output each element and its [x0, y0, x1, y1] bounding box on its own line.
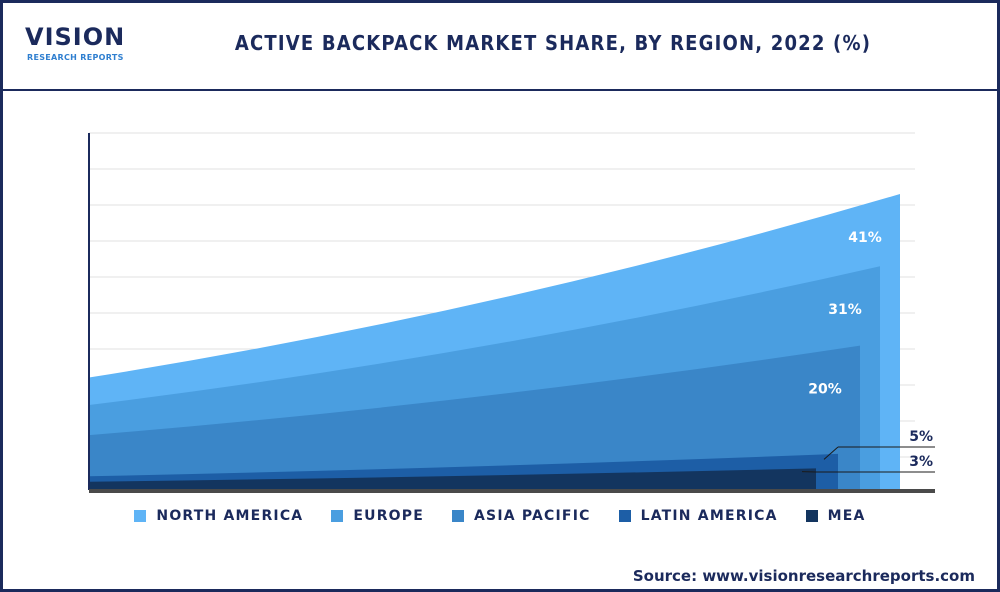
legend-swatch — [331, 510, 344, 522]
legend-swatch — [452, 510, 464, 522]
legend-label: LATIN AMERICA — [640, 508, 778, 524]
logo-subtitle: RESEARCH REPORTS — [27, 53, 124, 62]
legend-item: LATIN AMERICA — [618, 508, 778, 524]
data-label-europe: 31% — [828, 302, 862, 318]
area-chart: 41% 31% 20% 5% 3% — [88, 132, 935, 493]
data-label-north-america: 41% — [848, 230, 882, 246]
legend-label: ASIA PACIFIC — [474, 508, 591, 524]
legend-item: EUROPE — [331, 508, 424, 524]
legend-item: ASIA PACIFIC — [452, 508, 591, 524]
data-label-asia-pacific: 20% — [808, 382, 842, 398]
leader-line-latin-america — [823, 446, 839, 460]
header: VISION RESEARCH REPORTS ACTIVE BACKPACK … — [3, 3, 997, 91]
data-label-latin-america: 5% — [909, 429, 933, 445]
chart-title: ACTIVE BACKPACK MARKET SHARE, BY REGION,… — [234, 31, 872, 55]
legend-label: NORTH AMERICA — [156, 508, 304, 524]
legend-swatch — [134, 510, 147, 522]
source-credit: Source: www.visionresearchreports.com — [632, 567, 975, 585]
logo-name: VISION — [25, 23, 126, 51]
legend-label: EUROPE — [353, 508, 424, 524]
legend-swatch — [805, 510, 818, 522]
legend-label: MEA — [827, 508, 866, 524]
legend-item: NORTH AMERICA — [134, 508, 303, 524]
area-asia-pacific — [89, 345, 860, 490]
area-mea — [89, 468, 816, 490]
legend-item: MEA — [805, 508, 866, 524]
vision-logo: VISION RESEARCH REPORTS — [25, 23, 135, 69]
chart-legend: NORTH AMERICA EUROPE ASIA PACIFIC LATIN AME… — [3, 508, 997, 524]
data-label-mea: 3% — [909, 454, 933, 470]
legend-swatch — [618, 510, 631, 522]
